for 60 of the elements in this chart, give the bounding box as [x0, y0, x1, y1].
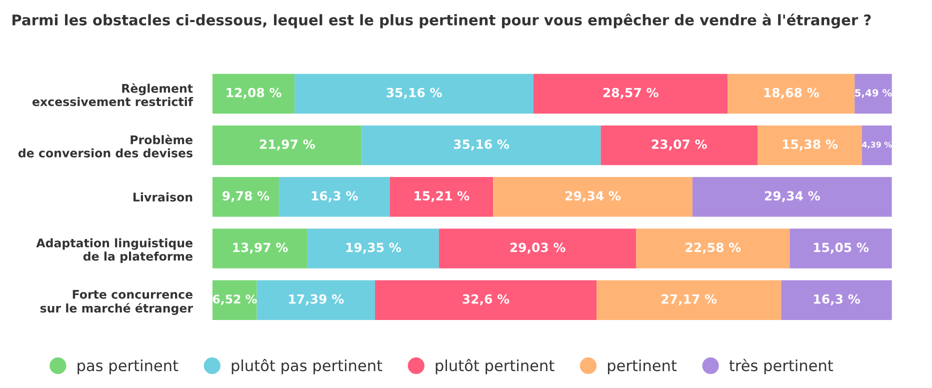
data-label: 17,39 %: [289, 294, 344, 306]
bar: [212, 74, 295, 114]
bar: [493, 177, 692, 217]
bar: [278, 177, 390, 217]
y-tick-label: Adaptation linguistique de la plateforme: [36, 238, 192, 264]
data-label: 27,17 %: [662, 294, 717, 306]
data-label: 16,3 %: [814, 294, 860, 306]
bar: [212, 280, 257, 320]
bar: [256, 280, 375, 320]
legend-label: très pertinent: [729, 358, 834, 374]
data-label: 32,6 %: [462, 294, 510, 306]
legend-label: plutôt pas pertinent: [232, 358, 382, 374]
legend-label: pas pertinent: [78, 359, 178, 374]
data-label: 29,34 %: [764, 191, 820, 202]
bar: [862, 125, 892, 166]
legend-label: plutôt pertinent: [436, 358, 554, 374]
bar: [307, 228, 439, 268]
data-label: 35,16 %: [386, 88, 442, 99]
bar: [781, 280, 892, 320]
data-label: 21,97 %: [260, 139, 315, 151]
bar: [362, 125, 601, 166]
bar: [596, 280, 782, 320]
data-label: 15,21 %: [414, 191, 470, 202]
data-label: 18,68 %: [764, 88, 819, 99]
bar: [790, 228, 892, 268]
legend-label: pertinent: [608, 359, 677, 374]
bar: [728, 74, 855, 114]
bar: [374, 280, 597, 320]
bar: [390, 177, 494, 217]
bar: [212, 228, 308, 268]
bar: [600, 125, 758, 166]
data-label: 12,08 %: [226, 88, 282, 99]
y-tick-label: Règlement excessivement restrictif: [32, 83, 194, 106]
bar: [294, 74, 534, 114]
bar: [534, 74, 728, 114]
data-label: 23,07 %: [652, 139, 707, 151]
data-label: 29,03 %: [510, 242, 566, 254]
data-label: 29,34 %: [566, 191, 621, 202]
bar: [212, 125, 362, 166]
data-label: 35,16 %: [454, 139, 510, 151]
data-label: 28,57 %: [603, 88, 658, 99]
bar: [854, 74, 892, 114]
data-label: 5,49 %: [855, 89, 892, 98]
data-label: 15,05 %: [814, 242, 869, 254]
bar: [438, 228, 636, 268]
bar: [758, 125, 862, 166]
y-tick-label: Problème de conversion des devises: [18, 134, 192, 158]
data-label: 9,78 %: [222, 191, 270, 202]
bar: [212, 177, 279, 217]
data-label: 16,3 %: [312, 191, 358, 202]
data-label: 15,38 %: [782, 139, 838, 151]
y-tick-label: Forte concurrence sur le marché étranger: [40, 290, 194, 315]
y-tick-label: Livraison: [133, 192, 192, 202]
data-label: 19,35 %: [346, 242, 401, 254]
chart-title: Parmi les obstacles ci-dessous, lequel est le plus pertinent pour vous empêcher de vendre à l'étranger ?: [12, 14, 871, 28]
bar: [636, 228, 790, 268]
bar: [692, 177, 892, 217]
data-label: 6,52 %: [212, 294, 257, 306]
data-label: 13,97 %: [233, 242, 288, 254]
data-label: 22,58 %: [686, 242, 741, 254]
